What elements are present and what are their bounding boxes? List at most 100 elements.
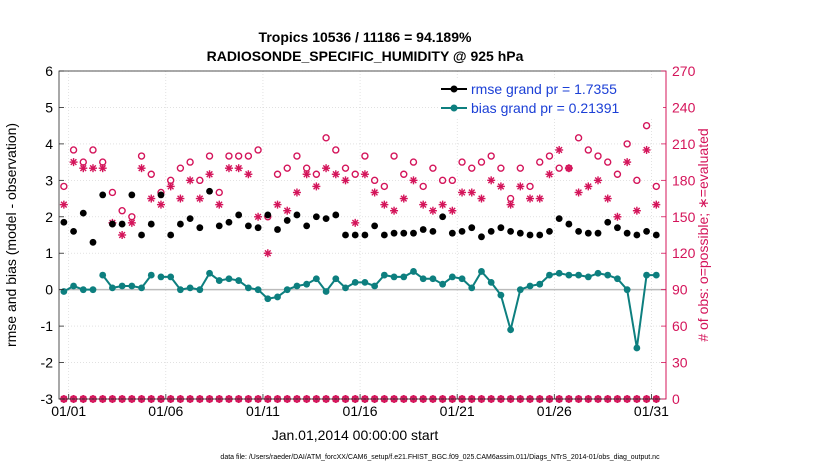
rmse-point: [186, 215, 194, 223]
evaluated-obs-point: [312, 182, 321, 191]
evaluated-obs-point: [234, 164, 243, 173]
rmse-point: [497, 224, 505, 232]
bias-point: [303, 280, 311, 288]
evaluated-obs-point: [88, 164, 97, 173]
legend-bias-marker: [450, 104, 458, 112]
possible-obs-point: [283, 164, 291, 172]
possible-obs-point: [205, 152, 214, 160]
x-tick-label: 01/21: [440, 403, 475, 419]
bias-point: [293, 282, 301, 290]
rmse-point: [419, 226, 427, 233]
y-tick-label: 5: [45, 99, 53, 115]
rmse-point: [167, 231, 175, 239]
bias-point: [147, 271, 155, 279]
evaluated-obs-point: [506, 200, 515, 209]
possible-obs-point: [526, 182, 534, 191]
bias-point: [99, 271, 107, 279]
y2-tick-label: 120: [672, 245, 696, 261]
possible-obs-point: [215, 188, 223, 197]
evaluated-obs-point: [594, 176, 603, 185]
rmse-point: [526, 231, 534, 239]
bias-point: [633, 344, 641, 352]
evaluated-obs-point: [127, 218, 136, 227]
rmse-point: [575, 227, 582, 235]
rmse-point: [516, 229, 524, 237]
bias-point: [351, 278, 359, 286]
evaluated-obs-point: [69, 158, 78, 167]
rmse-point: [594, 229, 602, 237]
rmse-point: [322, 215, 330, 223]
axes: 01/01 01/06 01/11 01/16 01/21 01/26 01/31 -3 -2 -…: [41, 63, 696, 419]
evaluated-obs-point: [535, 194, 544, 203]
rmse-point: [264, 211, 272, 219]
x-tick-label: 01/31: [634, 403, 669, 419]
evaluated-obs-point: [302, 170, 311, 179]
y-tick-label: 3: [45, 172, 53, 188]
bias-point: [244, 284, 252, 292]
y2-tick-label: 180: [672, 172, 696, 188]
possible-obs-point: [652, 182, 660, 191]
possible-obs-point: [147, 170, 155, 178]
evaluated-obs-point: [584, 182, 593, 191]
rmse-point: [390, 229, 398, 237]
bias-point: [118, 282, 126, 290]
bias-line: [160, 269, 657, 349]
bias-point: [361, 278, 369, 286]
bias-point: [254, 286, 262, 294]
bias-point: [604, 271, 612, 279]
bias-point: [614, 275, 621, 283]
possible-obs-point: [244, 152, 253, 160]
evaluated-obs-point: [215, 200, 224, 209]
bias-point: [332, 275, 340, 283]
bias-point: [390, 273, 398, 281]
evaluated-obs-point: [564, 164, 573, 173]
possible-obs-point: [633, 176, 641, 185]
bias-point: [516, 286, 524, 294]
rmse-point: [536, 231, 544, 239]
rmse-point: [439, 213, 447, 221]
bias-point: [497, 291, 505, 299]
rmse-point: [623, 229, 631, 237]
bias-point: [264, 295, 272, 303]
evaluated-obs-point: [458, 188, 467, 197]
bias-point: [109, 284, 116, 292]
bias-point: [322, 288, 330, 295]
rmse-point: [429, 227, 437, 235]
y-tick-label: 0: [45, 282, 53, 298]
possible-obs-point: [594, 152, 602, 160]
chart-subtitle: RADIOSONDE_SPECIFIC_HUMIDITY @ 925 hPa: [207, 48, 524, 64]
evaluated-obs-point: [545, 170, 554, 179]
evaluated-obs-point: [652, 200, 661, 209]
bias-point: [225, 275, 233, 283]
rmse-point: [487, 227, 495, 235]
evaluated-obs-point: [273, 200, 282, 209]
rmse-point: [274, 226, 281, 233]
bias-point: [70, 282, 77, 290]
evaluated-obs-point: [603, 194, 612, 203]
possible-obs-point: [254, 146, 262, 154]
possible-obs-point: [555, 164, 563, 172]
evaluated-obs-point: [438, 200, 447, 209]
rmse-point: [312, 213, 320, 221]
bias-point: [594, 269, 602, 277]
bias-point: [79, 286, 87, 294]
bias-point: [196, 286, 204, 294]
bias-line: [63, 284, 93, 293]
x-axis-label: Jan.01,2014 00:00:00 start: [272, 427, 439, 443]
evaluated-obs-point: [380, 200, 389, 209]
possible-obs-point: [545, 152, 554, 160]
y-tick-label: 4: [45, 136, 53, 152]
rmse-point: [89, 238, 97, 246]
y2-tick-label: 60: [672, 318, 688, 334]
bias-point: [526, 282, 534, 290]
bias-point: [623, 286, 631, 294]
rmse-point: [565, 220, 573, 228]
bias-point: [575, 271, 582, 279]
possible-obs-point: [477, 158, 486, 166]
bias-point: [478, 268, 485, 275]
rmse-point: [225, 218, 233, 226]
bias-point: [177, 286, 184, 294]
y-tick-label: 1: [45, 245, 53, 261]
y-tick-label: 2: [45, 209, 53, 225]
